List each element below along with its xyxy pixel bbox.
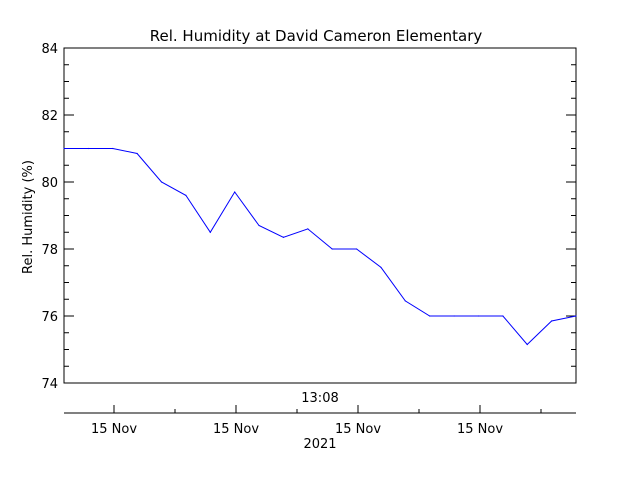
data-point	[112, 147, 114, 150]
data-point	[477, 315, 480, 317]
data-point	[404, 300, 406, 302]
data-point	[453, 315, 455, 317]
x-tick-label: 15 Nov	[213, 422, 259, 437]
year-label: 2021	[303, 437, 336, 452]
y-axis-ticks: 74 76 78 80 82 84	[41, 42, 576, 392]
x-tick-label: 15 Nov	[457, 422, 503, 437]
x-tick-label: 15 Nov	[91, 422, 137, 437]
x-tick-label: 15 Nov	[335, 422, 381, 437]
series-points	[63, 147, 577, 346]
y-tick-label: 78	[41, 243, 58, 258]
data-point	[502, 315, 504, 317]
data-point	[551, 320, 553, 322]
data-point	[307, 228, 309, 230]
y-tick-label: 74	[41, 377, 58, 392]
data-point	[575, 315, 577, 317]
data-point	[526, 343, 528, 346]
data-point	[160, 181, 163, 183]
data-point	[209, 231, 211, 233]
data-point	[185, 194, 187, 196]
time-axis-ticks: 15 Nov 15 Nov 15 Nov 15 Nov	[91, 405, 542, 437]
time-axis-label: 13:08	[301, 391, 338, 406]
data-point	[258, 224, 260, 227]
data-point	[136, 152, 138, 155]
y-axis-label: Rel. Humidity (%)	[21, 160, 36, 274]
data-point	[331, 248, 333, 250]
plot-frame	[63, 47, 577, 384]
data-point	[429, 315, 431, 317]
data-point	[63, 147, 65, 150]
chart-title: Rel. Humidity at David Cameron Elementar…	[150, 27, 483, 45]
data-point	[234, 191, 236, 193]
data-point	[87, 147, 89, 150]
y-tick-label: 82	[41, 109, 58, 124]
y-tick-label: 80	[41, 176, 58, 191]
humidity-series-line	[64, 148, 577, 346]
data-point	[380, 266, 382, 269]
data-point	[282, 236, 285, 238]
y-tick-label: 84	[41, 42, 58, 57]
y-tick-label: 76	[41, 310, 58, 325]
data-point	[355, 248, 358, 250]
